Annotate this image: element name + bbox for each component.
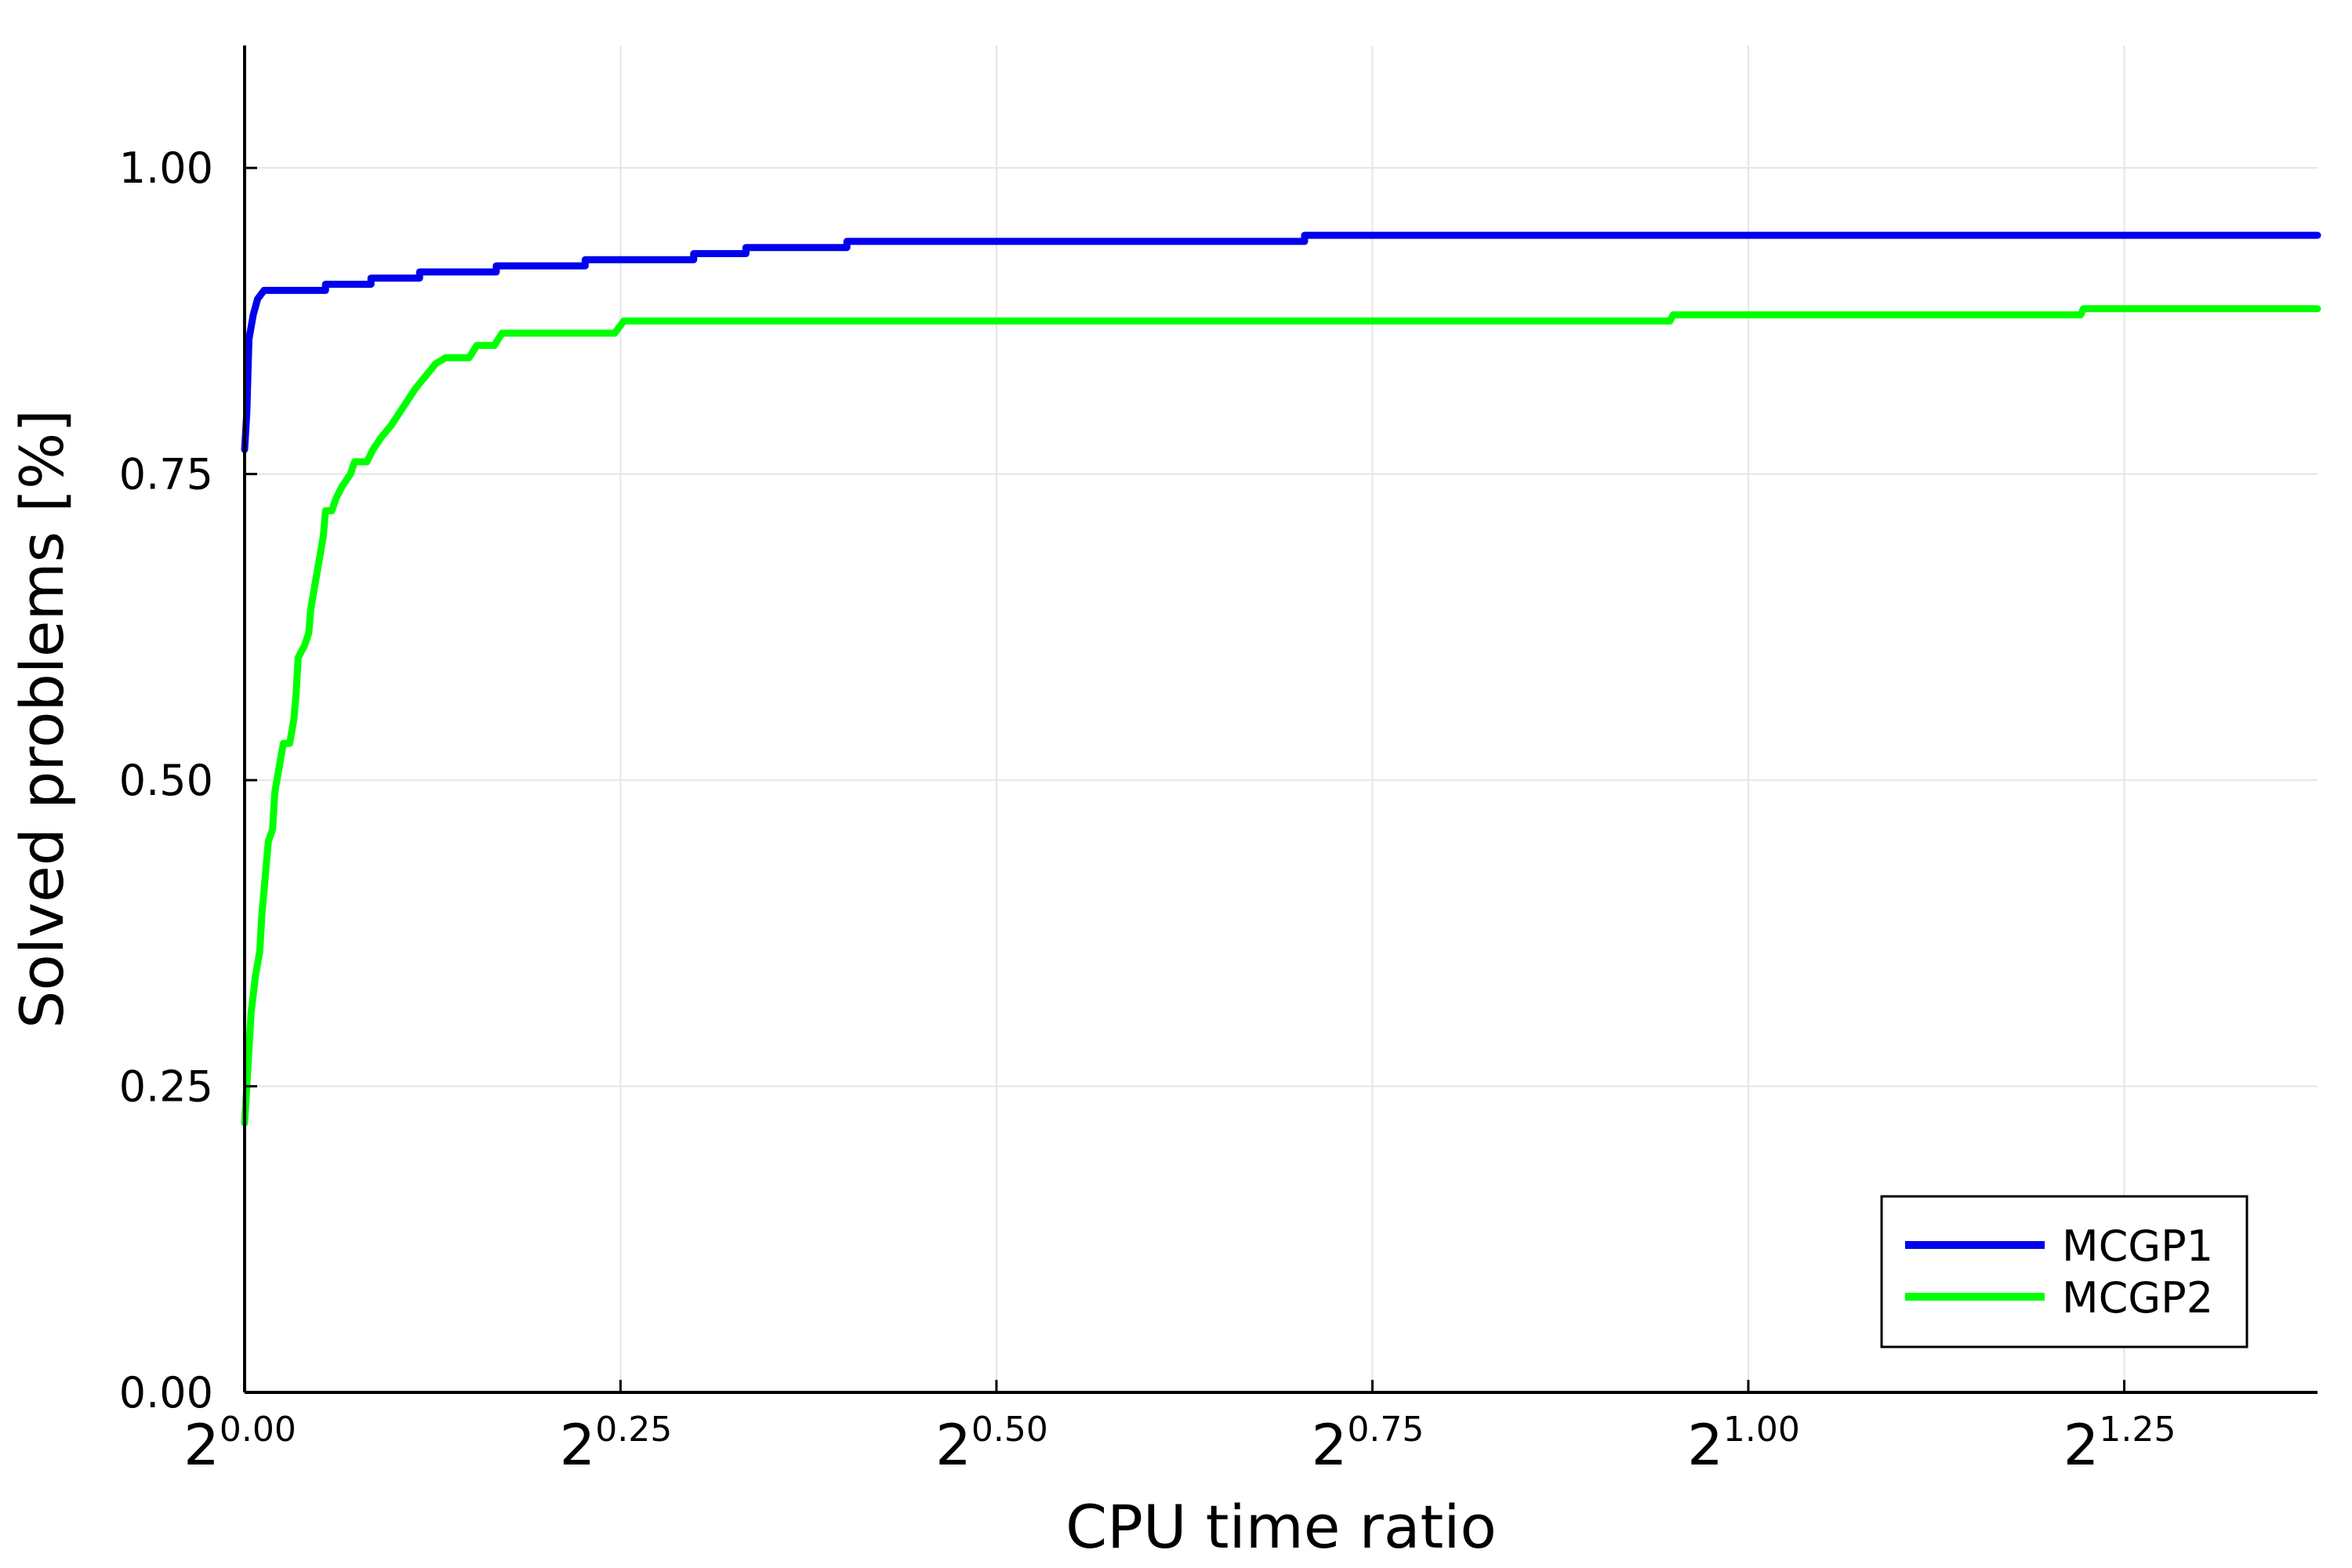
series-line-mcgp2 <box>241 305 2321 1127</box>
y-tick-label: 0.50 <box>119 756 213 805</box>
y-tick-label: 0.25 <box>119 1062 213 1112</box>
y-tick-label: 1.00 <box>119 143 213 193</box>
y-axis-title: Solved problems [%] <box>7 409 77 1029</box>
y-tick-label: 0.00 <box>119 1368 213 1417</box>
x-tick-label: 21.25 <box>2063 1410 2176 1478</box>
x-ticks: 20.00 20.25 20.50 20.75 21.00 21.25 <box>183 1380 2176 1478</box>
y-ticks: 0.00 0.25 0.50 0.75 1.00 <box>119 143 257 1417</box>
legend: MCGP1 MCGP2 <box>1880 1195 2249 1348</box>
series-layer <box>241 231 2321 1127</box>
x-tick-label: 20.50 <box>935 1410 1048 1478</box>
y-tick-label: 0.75 <box>119 450 213 499</box>
legend-box <box>1880 1195 2249 1348</box>
x-tick-label: 20.25 <box>560 1410 673 1478</box>
legend-label-mcgp1: MCGP1 <box>2062 1221 2213 1271</box>
x-tick-label: 20.00 <box>183 1410 296 1478</box>
x-tick-label: 20.75 <box>1312 1410 1425 1478</box>
x-axis-title: CPU time ratio <box>1065 1492 1497 1562</box>
grid <box>245 45 2318 1392</box>
series-line-mcgp1 <box>241 231 2321 453</box>
x-tick-label: 21.00 <box>1687 1410 1800 1478</box>
legend-label-mcgp2: MCGP2 <box>2062 1273 2213 1323</box>
axes <box>243 45 2318 1394</box>
